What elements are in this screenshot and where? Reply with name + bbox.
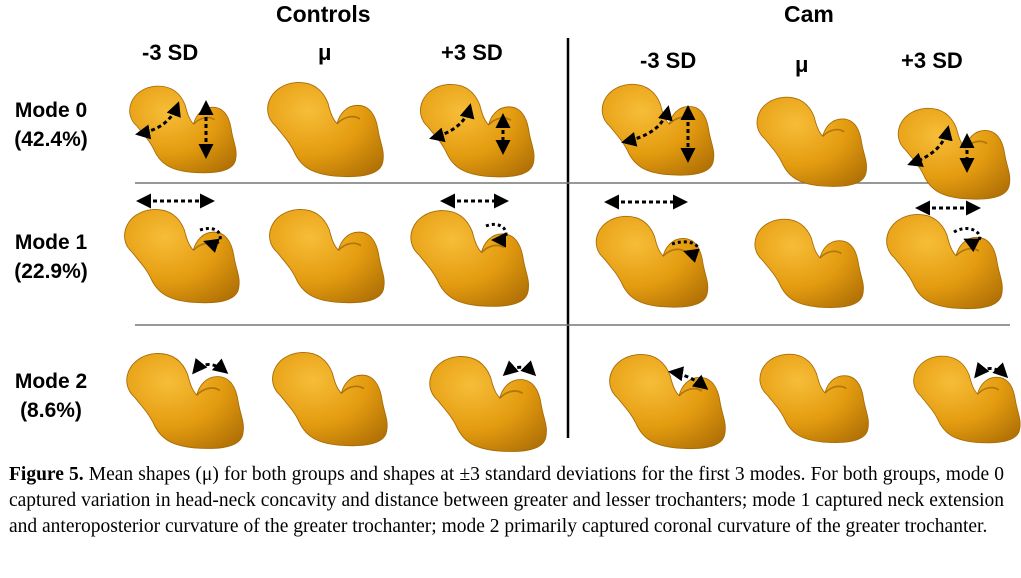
curvature-arrow <box>429 103 475 143</box>
bone-shape <box>759 353 870 444</box>
curvature-arrow <box>621 105 673 147</box>
column-label-controls-minus3sd: -3 SD <box>142 40 199 65</box>
caption-text: Mean shapes (μ) for both groups and shap… <box>9 464 1004 537</box>
mode-name: Mode 1 <box>14 231 88 254</box>
bone-shape <box>601 83 715 176</box>
column-label-controls-mean: μ <box>318 40 332 65</box>
bone-shape <box>125 352 245 450</box>
curvature-arrow <box>485 222 508 248</box>
bone-shape <box>123 208 241 304</box>
bone-shape <box>428 355 548 453</box>
bone-shape <box>754 218 865 309</box>
bone-shape <box>419 83 535 178</box>
group-title-controls: Controls <box>276 1 371 27</box>
bone-shape <box>266 81 385 178</box>
mode-name: Mode 0 <box>14 99 88 122</box>
mode-name: Mode 2 <box>14 370 88 393</box>
mode-percent: (8.6%) <box>20 399 82 422</box>
curvature-arrow <box>974 361 1009 379</box>
mode-label-2: Mode 2 (8.6%) <box>0 367 106 425</box>
mode-percent: (22.9%) <box>14 260 88 283</box>
bone-shape <box>271 351 389 447</box>
shape-figure <box>123 38 1021 453</box>
column-label-controls-plus3sd: +3 SD <box>441 40 503 65</box>
mode-label-0: Mode 0 (42.4%) <box>0 96 106 154</box>
mode-percent: (42.4%) <box>14 128 88 151</box>
curvature-arrow <box>671 240 700 263</box>
bone-shape <box>268 208 386 304</box>
bone-shape <box>608 353 727 450</box>
bone-shape <box>897 107 1011 200</box>
figure-caption: Figure 5. Mean shapes (μ) for both group… <box>9 462 1004 540</box>
bone-shape <box>595 215 709 308</box>
bone-shape <box>912 355 1021 444</box>
bone-shape <box>756 96 868 188</box>
mode-label-1: Mode 1 (22.9%) <box>0 228 106 286</box>
column-label-cam-plus3sd: +3 SD <box>901 48 963 73</box>
curvature-arrow <box>199 226 222 253</box>
caption-label: Figure 5. <box>9 464 84 485</box>
curvature-arrow <box>192 357 229 375</box>
bone-shape <box>410 209 530 308</box>
curvature-arrow <box>668 366 709 390</box>
curvature-arrow <box>135 101 181 140</box>
curvature-arrow <box>907 125 953 167</box>
curvature-arrow <box>502 360 537 377</box>
column-label-cam-minus3sd: -3 SD <box>640 48 697 73</box>
group-title-cam: Cam <box>784 1 834 27</box>
bone-shape <box>885 213 1004 310</box>
column-label-cam-mean: μ <box>795 52 809 77</box>
bone-shape <box>128 85 237 174</box>
